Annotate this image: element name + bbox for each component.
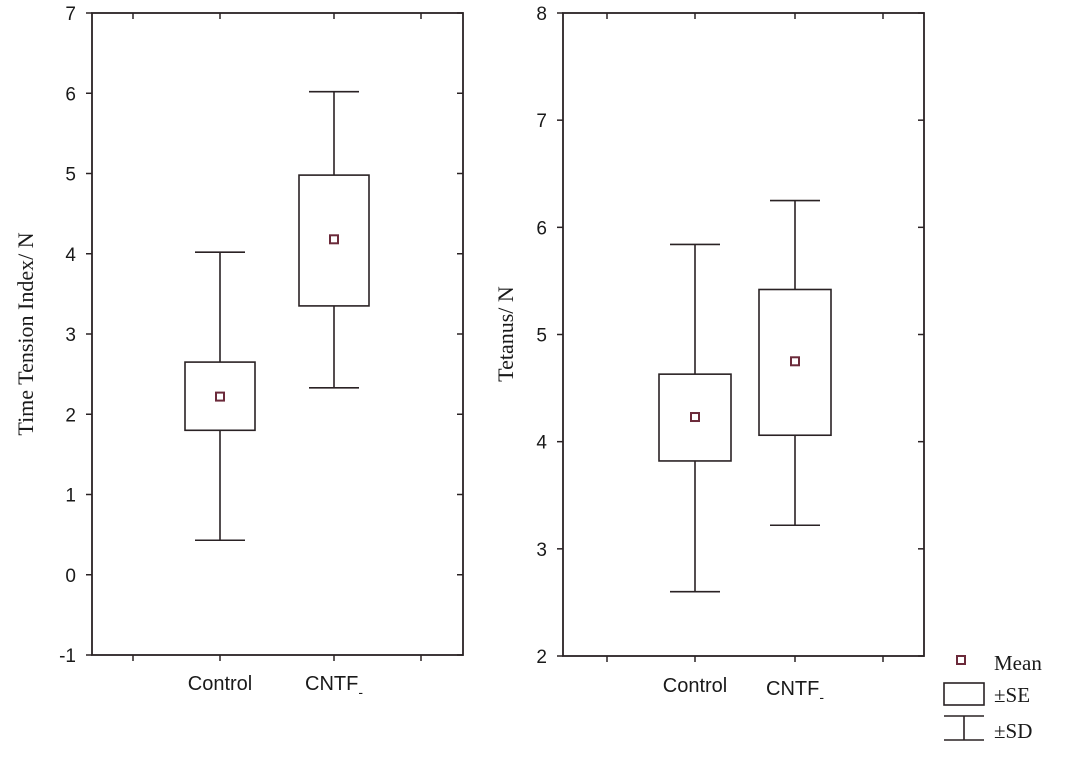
- legend-se-label: ±SE: [994, 683, 1030, 707]
- y-tick-label: 7: [536, 111, 547, 132]
- y-tick-label: 3: [65, 325, 76, 346]
- x-category-label: Control: [663, 675, 727, 697]
- y-tick-label: 3: [536, 540, 547, 561]
- legend-mean-label: Mean: [994, 651, 1042, 675]
- y-axis-label: Time Tension Index/ N: [13, 232, 38, 435]
- y-tick-label: 5: [536, 326, 547, 347]
- y-tick-label: 5: [65, 165, 76, 186]
- mean-marker: [329, 234, 339, 245]
- mean-marker: [215, 391, 225, 402]
- y-tick-label: 4: [65, 245, 76, 266]
- y-tick-label: 2: [536, 647, 547, 668]
- legend-mean-marker: [956, 655, 966, 665]
- plot-frame: [91, 12, 464, 656]
- y-axis-label: Tetanus/ N: [493, 286, 518, 382]
- y-tick-label: 0: [65, 566, 76, 587]
- chart-tetanus: 2 3 4 5 6 7 8 Tetanus/ N Control CNTF-: [493, 4, 925, 705]
- y-tick-label: 7: [65, 4, 76, 25]
- x-category-label: CNTF-: [305, 673, 363, 700]
- legend: Mean ±SE ±SD: [943, 651, 1042, 743]
- legend-sd-label: ±SD: [994, 719, 1032, 743]
- mean-marker: [690, 412, 700, 423]
- plot-frame: [562, 12, 925, 657]
- y-tick-label: -1: [59, 646, 76, 667]
- x-category-label: CNTF-: [766, 678, 824, 705]
- x-category-label: Control: [188, 673, 252, 695]
- chart-time-tension-index: -1 0 1 2 3 4 5 6 7 Time Tension Index/ N Control CN…: [13, 4, 464, 700]
- y-tick-label: 6: [65, 84, 76, 105]
- y-tick-label: 6: [536, 218, 547, 239]
- y-tick-label: 4: [536, 433, 547, 454]
- y-tick-label: 2: [65, 405, 76, 426]
- mean-marker: [790, 356, 800, 367]
- y-tick-label: 8: [536, 4, 547, 25]
- y-tick-label: 1: [65, 486, 76, 507]
- legend-se-box: [943, 682, 985, 706]
